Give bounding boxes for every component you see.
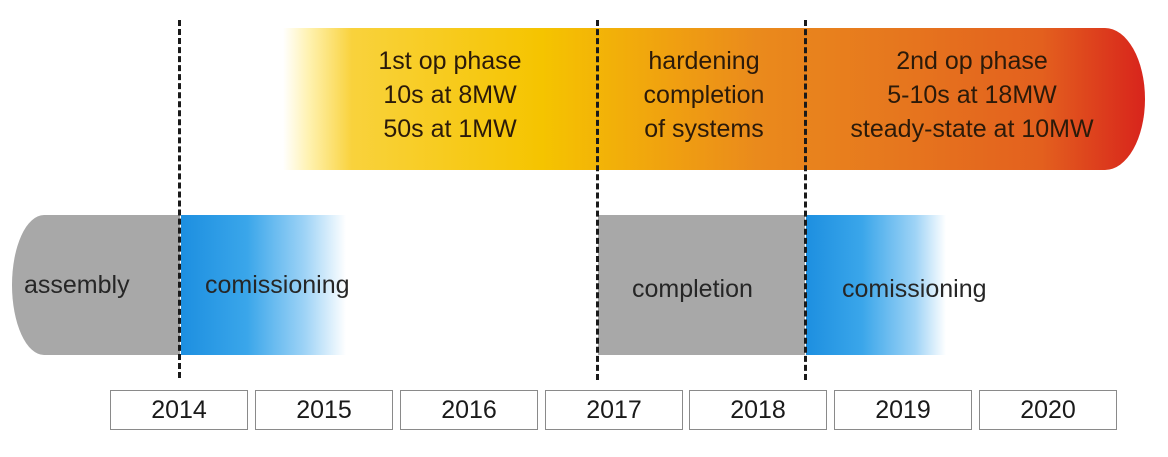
phase-first-operation: 1st op phase 10s at 8MW 50s at 1MW: [330, 44, 570, 146]
milestone-line-2017: [596, 20, 599, 380]
phase-hardening-line-2: completion: [643, 81, 765, 109]
year-2015: 2015: [255, 390, 393, 430]
phase-first-operation-line-2: 10s at 8MW: [383, 81, 517, 109]
phase-second-operation: 2nd op phase 5-10s at 18MW steady-state …: [812, 44, 1132, 146]
operation-phase-bar: [283, 28, 1145, 170]
commissioning-label-1: comissioning: [205, 271, 350, 299]
year-2016: 2016: [400, 390, 538, 430]
phase-first-operation-line-3: 50s at 1MW: [383, 115, 517, 143]
commissioning-block-1: [181, 215, 346, 355]
phase-second-operation-line-2: 5-10s at 18MW: [887, 81, 1057, 109]
year-2018: 2018: [689, 390, 827, 430]
commissioning-label-2: comissioning: [842, 275, 987, 303]
phase-second-operation-line-3: steady-state at 10MW: [850, 115, 1094, 143]
milestone-line-2014: [178, 20, 181, 378]
completion-label: completion: [632, 275, 753, 303]
phase-first-operation-line-1: 1st op phase: [378, 47, 522, 75]
phase-hardening: hardening completion of systems: [618, 44, 790, 146]
year-2014: 2014: [110, 390, 248, 430]
assembly-label: assembly: [24, 271, 130, 299]
year-2019: 2019: [834, 390, 972, 430]
year-2017: 2017: [545, 390, 683, 430]
phase-hardening-line-3: of systems: [644, 115, 764, 143]
milestone-line-2019: [804, 20, 807, 380]
phase-hardening-line-1: hardening: [648, 47, 760, 75]
year-2020: 2020: [979, 390, 1117, 430]
completion-block: [598, 215, 805, 355]
phase-second-operation-line-1: 2nd op phase: [896, 47, 1048, 75]
assembly-block: [12, 215, 180, 355]
commissioning-block-2: [806, 215, 946, 355]
